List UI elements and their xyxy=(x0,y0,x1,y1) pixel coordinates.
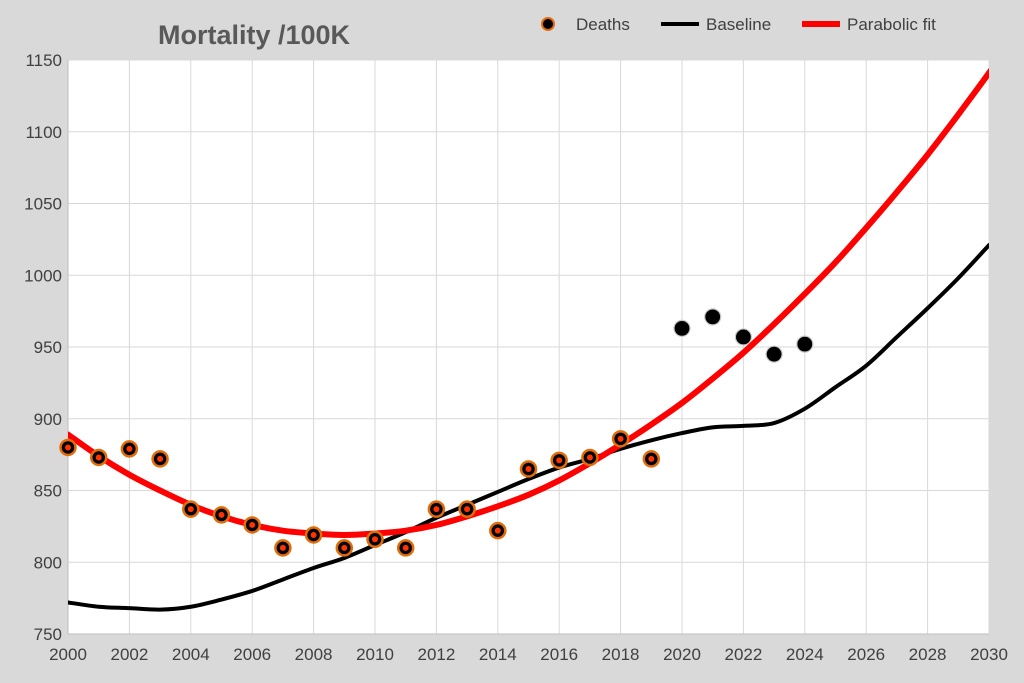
y-tick-label: 850 xyxy=(34,482,62,501)
deaths-point xyxy=(120,440,139,458)
axes: 750 800 850 900 950 1000 1050 1100 1150 2000 2002 2… xyxy=(24,51,1008,664)
x-tick-label: 2010 xyxy=(356,645,394,664)
legend-label: Deaths xyxy=(576,15,630,34)
x-tick-label: 2002 xyxy=(110,645,148,664)
y-tick-label: 750 xyxy=(34,625,62,644)
x-tick-label: 2018 xyxy=(602,645,640,664)
deaths-point xyxy=(704,308,722,326)
x-tick-label: 2024 xyxy=(786,645,824,664)
y-tick-label: 1100 xyxy=(25,123,62,142)
x-tick-label: 2006 xyxy=(233,645,271,664)
x-tick-label: 2028 xyxy=(909,645,947,664)
deaths-point xyxy=(765,345,783,363)
legend-item-deaths: Deaths xyxy=(541,15,630,34)
y-tick-label: 950 xyxy=(34,338,62,357)
x-tick-label: 2022 xyxy=(724,645,762,664)
legend-item-baseline: Baseline xyxy=(661,15,771,34)
deaths-point xyxy=(611,430,630,448)
deaths-point xyxy=(335,539,354,557)
legend: Deaths Baseline Parabolic fit xyxy=(541,15,936,34)
deaths-point xyxy=(212,506,231,524)
x-tick-label: 2008 xyxy=(295,645,333,664)
x-tick-label: 2026 xyxy=(847,645,885,664)
x-tick-label: 2014 xyxy=(479,645,517,664)
y-tick-label: 900 xyxy=(34,410,62,429)
legend-item-parabolic-fit: Parabolic fit xyxy=(802,15,936,34)
deaths-point xyxy=(458,500,476,518)
deaths-point xyxy=(243,516,261,534)
deaths-point xyxy=(182,500,200,518)
x-tick-label: 2030 xyxy=(970,645,1008,664)
y-tick-label: 1150 xyxy=(25,51,62,70)
deaths-point xyxy=(304,526,323,544)
x-tick-label: 2016 xyxy=(540,645,578,664)
chart-title: Mortality /100K xyxy=(158,20,351,50)
x-tick-label: 2000 xyxy=(49,645,87,664)
deaths-point xyxy=(581,448,599,467)
deaths-point xyxy=(489,521,507,540)
deaths-point xyxy=(642,450,661,468)
deaths-point xyxy=(151,450,169,468)
deaths-point xyxy=(396,539,415,557)
deaths-point xyxy=(89,448,108,467)
x-tick-label: 2012 xyxy=(417,645,455,664)
deaths-point xyxy=(366,530,384,549)
y-tick-label: 800 xyxy=(34,553,62,572)
deaths-point xyxy=(274,539,292,557)
deaths-point xyxy=(550,451,568,470)
deaths-point xyxy=(673,319,691,337)
deaths-point xyxy=(796,335,814,353)
y-tick-label: 1050 xyxy=(24,195,62,214)
legend-label: Baseline xyxy=(706,15,771,34)
deaths-point xyxy=(427,500,446,518)
legend-label: Parabolic fit xyxy=(847,15,936,34)
deaths-point xyxy=(734,328,753,346)
y-tick-label: 1000 xyxy=(24,266,62,285)
legend-swatch xyxy=(541,17,555,31)
x-tick-label: 2004 xyxy=(172,645,210,664)
deaths-point xyxy=(519,460,538,478)
x-tick-label: 2020 xyxy=(663,645,701,664)
series xyxy=(59,67,989,612)
deaths-point xyxy=(59,438,77,457)
baseline-line xyxy=(68,243,989,612)
